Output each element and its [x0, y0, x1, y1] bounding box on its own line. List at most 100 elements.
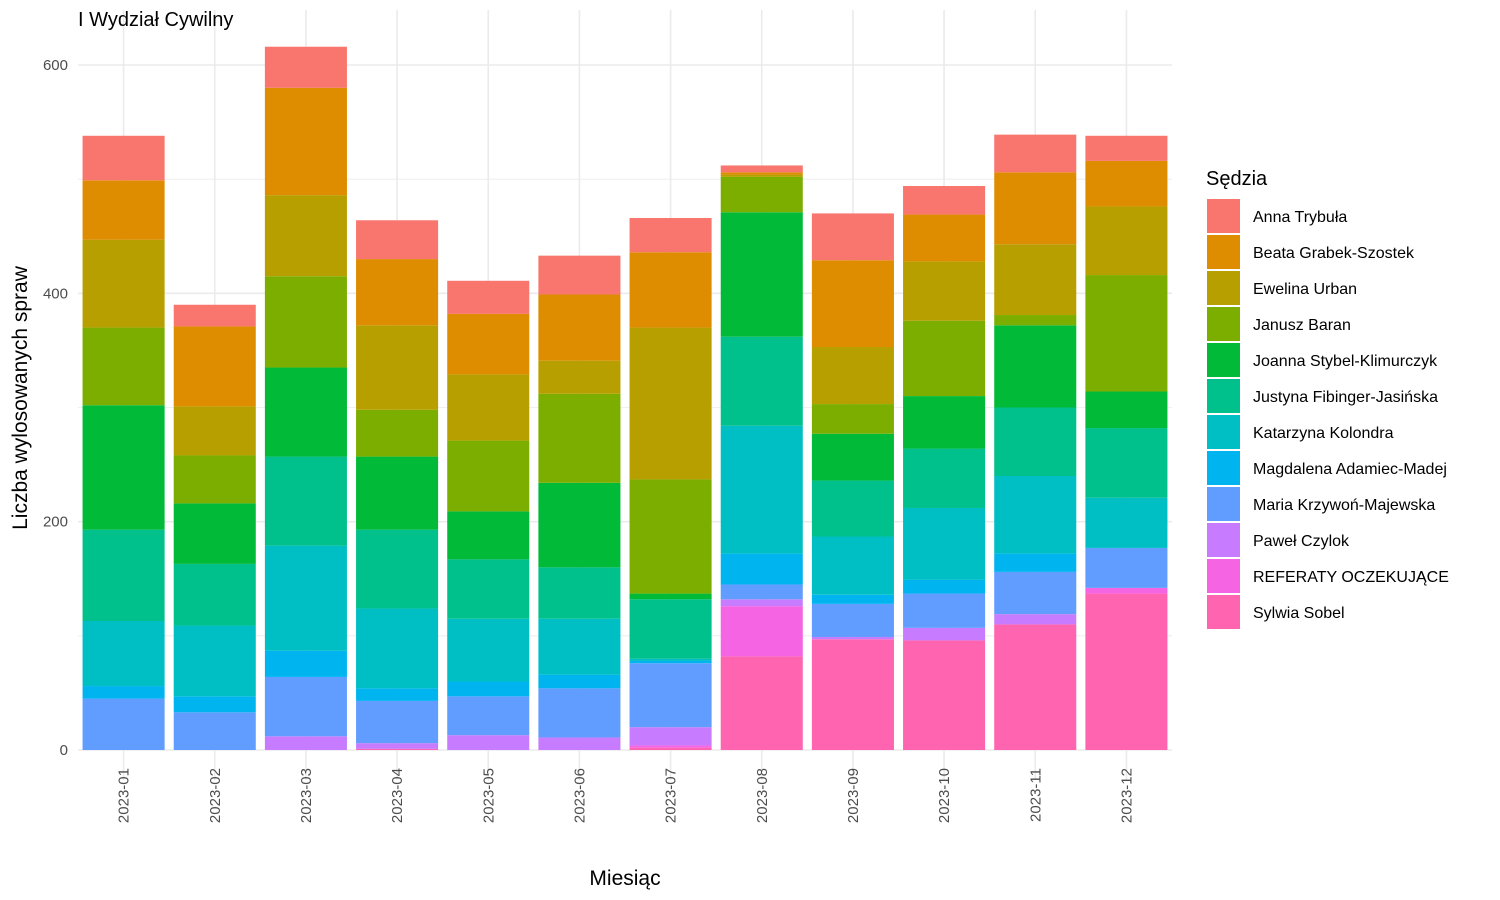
bar-segment — [811, 594, 894, 604]
bar-segment — [1085, 160, 1168, 207]
bar-segment — [82, 180, 165, 240]
bar-segment — [356, 688, 439, 701]
x-axis-ticks: 2023-01 2023-02 2023-03 2023-04 2023-05 2023-… — [116, 768, 1136, 823]
bar-segment — [356, 409, 439, 457]
x-tick-label: 2023-03 — [298, 768, 315, 823]
bar-segment — [720, 165, 803, 173]
bar-segment — [447, 374, 530, 441]
bar-segment — [447, 313, 530, 375]
x-tick-label: 2023-12 — [1118, 768, 1135, 823]
bar-segment — [538, 482, 621, 568]
bar-segment — [994, 407, 1077, 476]
bar-segment — [720, 212, 803, 337]
bar-segment — [629, 479, 712, 594]
x-tick-label: 2023-09 — [845, 768, 862, 823]
bar-segment — [903, 186, 986, 215]
bar-segment — [264, 195, 347, 277]
legend-label: Janusz Baran — [1253, 317, 1351, 334]
legend: Sędzia Anna Trybuła Beata Grabek-Szostek E… — [1206, 168, 1449, 629]
legend-swatch — [1207, 451, 1240, 485]
bar-segment — [994, 624, 1077, 750]
legend-label: Paweł Czylok — [1253, 533, 1350, 550]
x-tick-label: 2023-08 — [754, 768, 771, 823]
bar-segment — [811, 404, 894, 434]
bar-segment — [1085, 275, 1168, 392]
bar-segment — [82, 529, 165, 621]
bar-segment — [356, 220, 439, 260]
bar-segment — [994, 172, 1077, 245]
bar-segment — [1085, 391, 1168, 429]
bar-segment — [1085, 497, 1168, 548]
bar-segment — [82, 686, 165, 699]
legend-swatch — [1207, 415, 1240, 449]
y-axis-title: Liczba wylosowanych spraw — [9, 265, 32, 530]
bar-segment — [82, 239, 165, 328]
bar-segment — [720, 336, 803, 426]
bar-segment — [173, 696, 256, 713]
legend-label: Maria Krzywoń-Majewska — [1253, 497, 1435, 514]
bar-segment — [720, 599, 803, 607]
y-tick-label: 0 — [60, 742, 68, 759]
y-tick-label: 600 — [43, 57, 68, 74]
x-tick-label: 2023-10 — [936, 768, 953, 823]
bar-segment — [629, 599, 712, 659]
bar-segment — [447, 618, 530, 682]
bar-segment — [629, 660, 712, 664]
bar-segment — [264, 650, 347, 677]
bar-segment — [447, 440, 530, 512]
x-tick-label: 2023-06 — [571, 768, 588, 823]
bar-segment — [538, 294, 621, 361]
bar-segment — [903, 261, 986, 321]
bar-segment — [720, 172, 803, 175]
bar-segment — [811, 346, 894, 405]
bar-segment — [447, 280, 530, 314]
bar-segment — [173, 455, 256, 504]
bar-segment — [994, 315, 1077, 326]
bar-segment — [811, 536, 894, 595]
y-tick-label: 200 — [43, 514, 68, 531]
bar-segment — [173, 712, 256, 750]
bar-segment — [538, 255, 621, 295]
bar-segment — [629, 747, 712, 750]
x-tick-label: 2023-11 — [1027, 768, 1044, 822]
bar-segment — [264, 676, 347, 737]
bar-segment — [447, 559, 530, 619]
bar-segment — [356, 748, 439, 750]
bar-segment — [629, 327, 712, 480]
legend-label: Justyna Fibinger-Jasińska — [1253, 389, 1438, 406]
bar-segment — [629, 745, 712, 748]
bar-segment — [173, 625, 256, 697]
legend-label: Sylwia Sobel — [1253, 605, 1345, 622]
bar-segment — [720, 606, 803, 657]
bar-segment — [720, 176, 803, 213]
chart-title: I Wydział Cywilny — [78, 9, 233, 31]
bar-segment — [1085, 587, 1168, 594]
bar-segment — [994, 244, 1077, 316]
bar-segment — [356, 456, 439, 530]
y-tick-label: 400 — [43, 285, 68, 302]
bar-segment — [82, 405, 165, 530]
bar-segment — [1085, 593, 1168, 750]
legend-label: Magdalena Adamiec-Madej — [1253, 461, 1447, 478]
bar-segment — [903, 507, 986, 580]
bar-segment — [994, 571, 1077, 615]
legend-swatch — [1207, 199, 1240, 233]
bar-segment — [538, 688, 621, 738]
x-tick-label: 2023-01 — [116, 768, 133, 823]
bar-segment — [538, 737, 621, 750]
bar-segment — [903, 593, 986, 628]
legend-swatch — [1207, 343, 1240, 377]
bar-segment — [264, 367, 347, 457]
bar-segment — [264, 545, 347, 651]
bar-segment — [811, 213, 894, 261]
legend-swatch — [1207, 235, 1240, 269]
bar-segment — [356, 700, 439, 744]
bar-segment — [720, 656, 803, 750]
bar-segment — [1085, 428, 1168, 498]
x-tick-label: 2023-04 — [389, 768, 406, 823]
bar-segment — [447, 511, 530, 560]
x-axis-title: Miesiąc — [589, 867, 660, 890]
bar-segment — [811, 260, 894, 347]
bar-segment — [1085, 206, 1168, 276]
